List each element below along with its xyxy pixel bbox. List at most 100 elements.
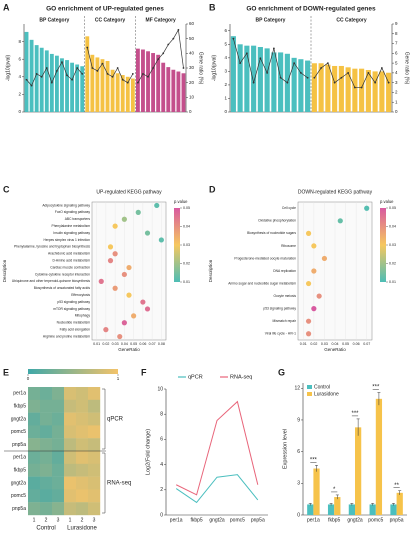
heatmap-cell xyxy=(64,502,77,516)
ratio-point xyxy=(360,86,363,89)
heatmap-cell xyxy=(88,399,101,413)
y-tick-label: Phenylalanine, tyrosine and tryptophan b… xyxy=(14,245,90,249)
y-tick-label: 6 xyxy=(18,56,21,61)
y2-tick-label: 2 xyxy=(395,90,398,95)
bar xyxy=(125,76,130,112)
heatmap-cell xyxy=(40,399,53,413)
heatmap-cell xyxy=(52,425,65,439)
x-tick-label: gngt2a xyxy=(347,517,363,523)
bar xyxy=(44,50,49,112)
bar xyxy=(365,70,371,112)
y-axis-label: Log2(Fold change) xyxy=(145,429,151,475)
ratio-line xyxy=(137,28,184,83)
ratio-point xyxy=(152,67,154,69)
heatmap-cell xyxy=(28,425,41,439)
bar xyxy=(359,68,365,112)
x-tick-label: gngt2a xyxy=(209,517,225,523)
bar xyxy=(338,65,344,112)
y-tick-label: mTOR signaling pathway xyxy=(53,307,90,311)
ratio-point xyxy=(320,67,323,69)
y-axis-label: Expression level xyxy=(282,429,288,469)
heatmap-cell xyxy=(76,387,89,400)
heatmap-cell xyxy=(28,502,41,516)
y2-tick-label: 10 xyxy=(189,95,195,100)
x-tick-label: 0.01 xyxy=(300,342,307,346)
ratio-point xyxy=(45,67,48,69)
heatmap-cell xyxy=(88,502,101,516)
y-axis-label: -log10(pval) xyxy=(211,54,217,81)
bar xyxy=(156,54,161,112)
plot-frame xyxy=(91,201,167,341)
colorbar xyxy=(174,208,180,282)
bar xyxy=(318,63,324,112)
heatmap-cell xyxy=(28,489,41,503)
heatmap-cell xyxy=(40,476,53,490)
heatmap-cell xyxy=(40,463,53,477)
x-tick-label: pomc5 xyxy=(230,517,245,523)
ratio-point xyxy=(116,67,119,69)
bubble xyxy=(112,285,118,291)
heatmap-cell xyxy=(52,463,65,477)
bubble xyxy=(112,223,118,229)
bar xyxy=(100,59,105,112)
heatmap-cell xyxy=(28,438,41,452)
y2-tick-label: 60 xyxy=(189,21,195,26)
ratio-point xyxy=(293,62,296,65)
bar xyxy=(90,54,95,112)
column-group-label: Lurasidone xyxy=(67,526,97,532)
row-group-label: RNA-seq xyxy=(107,481,131,487)
heatmap-cell xyxy=(76,412,89,426)
bubble xyxy=(121,271,127,278)
ratio-line xyxy=(26,61,83,87)
bar xyxy=(355,427,362,515)
heatmap-cell xyxy=(76,502,89,516)
bar xyxy=(375,398,383,515)
legend-swatch xyxy=(307,385,312,389)
bar xyxy=(237,44,243,112)
heatmap-cell xyxy=(52,399,65,413)
ratio-point xyxy=(162,52,165,55)
heatmap-cell xyxy=(76,438,89,452)
panel-label: F xyxy=(141,367,147,377)
heatmap-cell xyxy=(28,463,41,477)
heatmap-cell xyxy=(52,412,65,426)
ratio-point xyxy=(299,71,302,74)
y-tick-label: Oocyte meiosis xyxy=(273,294,296,298)
heatmap-cell xyxy=(76,463,89,477)
legend-title: p.value xyxy=(174,199,188,204)
heatmap-cell xyxy=(76,399,89,413)
heatmap-cell xyxy=(76,489,89,503)
bar xyxy=(379,71,385,112)
bubble xyxy=(126,264,132,271)
error-bar xyxy=(371,503,375,506)
panel-label: D xyxy=(209,184,216,194)
colorbar-tick-label: 0.04 xyxy=(389,224,396,228)
bar xyxy=(396,492,403,515)
heatmap-cell xyxy=(52,438,65,452)
ratio-point xyxy=(101,62,104,65)
error-bar xyxy=(329,503,333,506)
row-label: pnp5a xyxy=(12,506,26,512)
bar xyxy=(332,65,338,112)
ratio-point xyxy=(131,72,134,75)
heatmap-cell xyxy=(52,489,65,503)
ratio-point xyxy=(25,78,28,81)
ratio-point xyxy=(177,28,180,31)
group-label: CC Category xyxy=(336,17,367,23)
bubble xyxy=(337,218,343,224)
bubble xyxy=(144,230,151,236)
legend-label: Lurasidone xyxy=(314,391,339,397)
x-tick-label: 0.08 xyxy=(158,342,165,346)
row-label: gngt2a xyxy=(11,480,27,486)
row-group-bracket xyxy=(102,452,106,514)
bubble xyxy=(311,268,317,274)
ratio-point xyxy=(71,78,73,81)
bar xyxy=(257,47,263,113)
ratio-point xyxy=(91,67,94,69)
y2-tick-label: 40 xyxy=(189,51,195,56)
bubble xyxy=(135,209,141,215)
bar xyxy=(65,60,69,112)
bubble xyxy=(311,306,317,312)
chart-title: GO enrichment of DOWN-regulated genes xyxy=(246,6,376,13)
ratio-point xyxy=(279,76,282,79)
